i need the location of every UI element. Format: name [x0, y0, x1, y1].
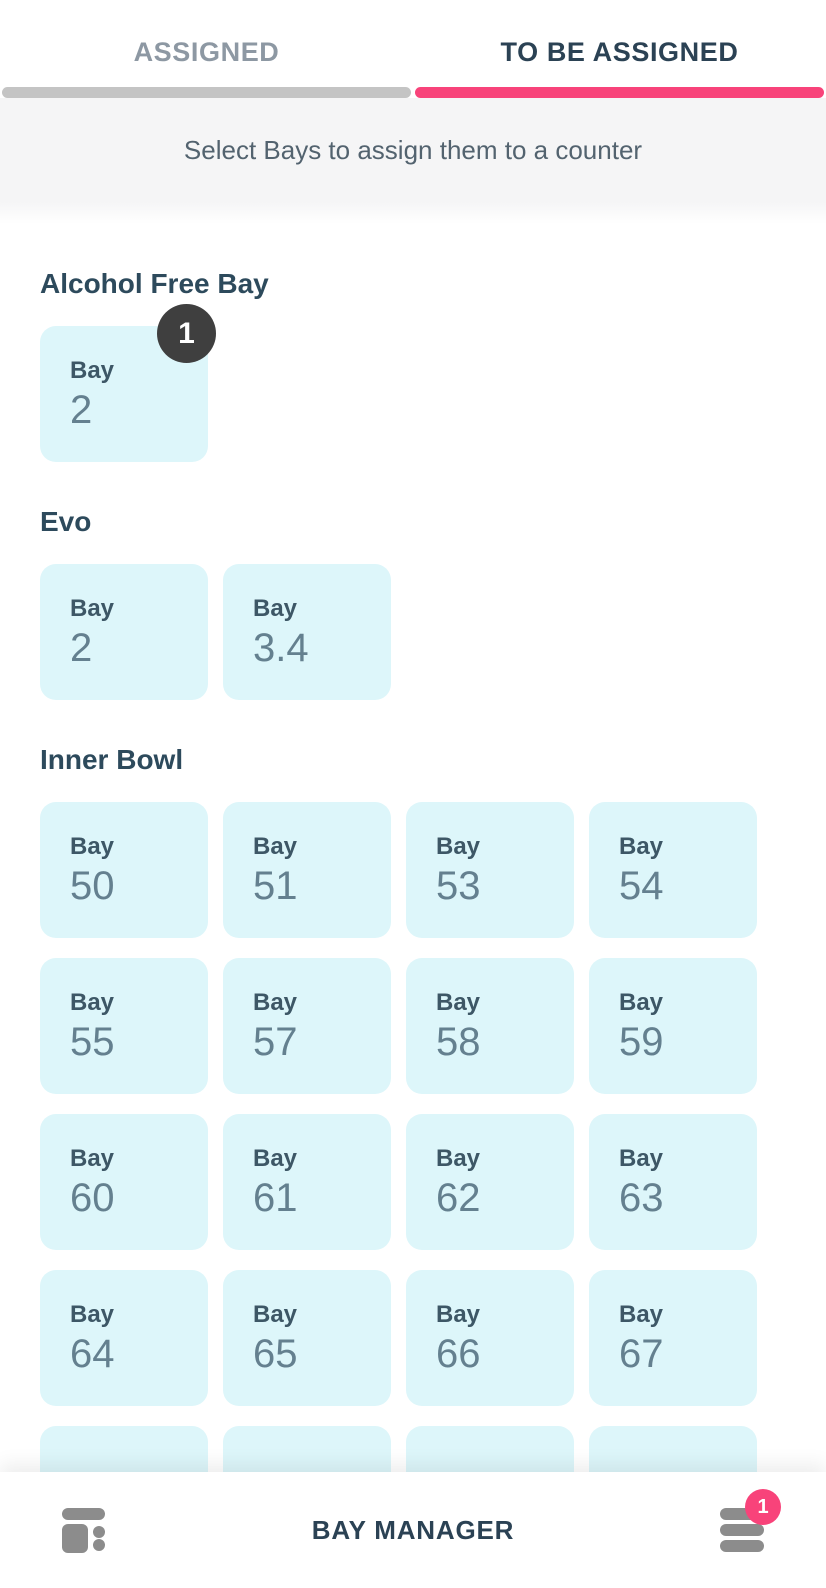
bay-card[interactable]: Bay 58	[406, 958, 574, 1094]
bay-card-number: 64	[70, 1331, 115, 1376]
bay-layout-icon-square	[62, 1523, 88, 1553]
bay-card-label: Bay	[253, 988, 298, 1016]
bay-card-number: 63	[619, 1175, 664, 1220]
section-grid-evo: Bay 2 Bay 3.4	[40, 564, 786, 700]
tab-indicator-to-be-assigned	[415, 87, 824, 98]
bay-card-label: Bay	[70, 356, 115, 384]
bay-card-label: Bay	[436, 1144, 481, 1172]
selection-count-badge: 1	[157, 304, 216, 363]
bay-card-number: 55	[70, 1019, 115, 1064]
page-title: BAY MANAGER	[311, 1514, 515, 1545]
bay-card-label: Bay	[619, 832, 664, 860]
bottom-bar: BAY MANAGER 1	[0, 1472, 826, 1588]
section-title-evo: Evo	[40, 506, 92, 537]
bay-card-number: 58	[436, 1019, 481, 1064]
bay-card-label: Bay	[253, 832, 298, 860]
bay-layout-icon[interactable]	[62, 1507, 105, 1553]
tab-indicators	[0, 87, 826, 98]
bay-card-label: Bay	[70, 988, 115, 1016]
bay-card-number: 2	[70, 625, 93, 670]
bay-card-number: 60	[70, 1175, 115, 1220]
bay-card[interactable]: Bay 51	[223, 802, 391, 938]
bay-card-label: Bay	[436, 988, 481, 1016]
bay-card-label: Bay	[70, 594, 115, 622]
bay-card[interactable]: Bay 66	[406, 1270, 574, 1406]
section-title-alcohol-free-bay: Alcohol Free Bay	[40, 268, 269, 299]
section-title-inner-bowl: Inner Bowl	[40, 744, 184, 775]
subtitle-text: Select Bays to assign them to a counter	[183, 134, 643, 165]
bay-card[interactable]: Bay 53	[406, 802, 574, 938]
subtitle-fade	[0, 202, 826, 224]
bay-card-label: Bay	[436, 1300, 481, 1328]
bay-layout-icon-bar	[62, 1507, 105, 1520]
tab-to-be-assigned[interactable]: TO BE ASSIGNED	[500, 37, 739, 67]
bay-card[interactable]: Bay 59	[589, 958, 757, 1094]
section-grid-alcohol-free-bay: 1 Bay 2	[40, 304, 786, 462]
notification-badge: 1	[745, 1489, 781, 1525]
bay-card-number: 50	[70, 863, 115, 908]
bay-card-label: Bay	[253, 594, 298, 622]
bay-card[interactable]: Bay 55	[40, 958, 208, 1094]
bay-card-number: 2	[70, 387, 93, 432]
bay-card[interactable]: Bay 57	[223, 958, 391, 1094]
bay-card-number: 67	[619, 1331, 664, 1376]
bay-card-label: Bay	[70, 1300, 115, 1328]
bay-layout-icon-dots	[93, 1524, 105, 1553]
bay-card-label: Bay	[253, 1300, 298, 1328]
bay-card[interactable]: Bay 62	[406, 1114, 574, 1250]
subtitle-band: Select Bays to assign them to a counter	[0, 98, 826, 202]
bay-card[interactable]: 1 Bay 2	[40, 304, 216, 462]
bay-card[interactable]: Bay 65	[223, 1270, 391, 1406]
bay-card[interactable]: Bay 50	[40, 802, 208, 938]
bay-card-label: Bay	[619, 1300, 664, 1328]
bay-card[interactable]: Bay 60	[40, 1114, 208, 1250]
bay-card-number: 66	[436, 1331, 481, 1376]
bay-card-number: 3.4	[253, 625, 309, 670]
section-grid-inner-bowl: Bay 50 Bay 51 Bay 53 Bay 54 Bay 55 Bay 5…	[40, 802, 786, 1562]
bay-card[interactable]: Bay 61	[223, 1114, 391, 1250]
bay-card-number: 65	[253, 1331, 298, 1376]
bay-card-number: 59	[619, 1019, 664, 1064]
bay-card-label: Bay	[70, 1144, 115, 1172]
bay-list: Alcohol Free Bay 1 Bay 2 Evo Bay 2 Bay 3…	[0, 270, 826, 1562]
bay-card-number: 57	[253, 1019, 298, 1064]
bay-card[interactable]: Bay 54	[589, 802, 757, 938]
bay-card[interactable]: Bay 2	[40, 564, 208, 700]
bay-card-number: 51	[253, 863, 298, 908]
bay-card-label: Bay	[619, 988, 664, 1016]
bay-card[interactable]: Bay 67	[589, 1270, 757, 1406]
tab-indicator-assigned	[2, 87, 411, 98]
list-menu-icon[interactable]: 1	[720, 1489, 781, 1552]
bay-card-number: 53	[436, 863, 481, 908]
bay-card-label: Bay	[619, 1144, 664, 1172]
bay-card-number: 54	[619, 863, 664, 908]
bay-card-label: Bay	[436, 832, 481, 860]
tabs-header: ASSIGNED TO BE ASSIGNED	[0, 0, 826, 98]
bay-card[interactable]: Bay 3.4	[223, 564, 391, 700]
bay-card-number: 62	[436, 1175, 481, 1220]
bay-card[interactable]: Bay 64	[40, 1270, 208, 1406]
tab-assigned[interactable]: ASSIGNED	[133, 37, 280, 67]
bay-card-label: Bay	[70, 832, 115, 860]
bay-card-number: 61	[253, 1175, 298, 1220]
bay-card[interactable]: Bay 63	[589, 1114, 757, 1250]
bay-card-label: Bay	[253, 1144, 298, 1172]
